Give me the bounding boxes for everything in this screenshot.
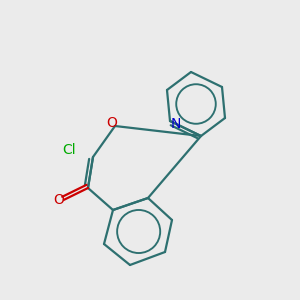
Text: O: O [53, 193, 64, 207]
Text: Cl: Cl [62, 143, 76, 157]
Text: N: N [171, 117, 181, 131]
Text: O: O [106, 116, 117, 130]
